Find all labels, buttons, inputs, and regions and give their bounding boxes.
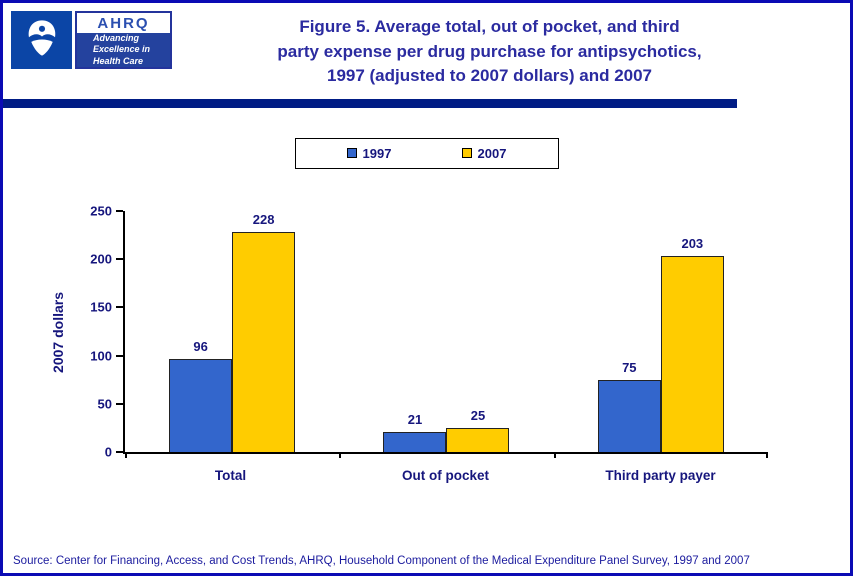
- hhs-eagle-icon: [19, 15, 65, 66]
- ahrq-logo: AHRQ Advancing Excellence in Health Care: [75, 11, 172, 69]
- header-divider-bar: [3, 98, 737, 108]
- figure-title-line: party expense per drug purchase for anti…: [277, 41, 702, 61]
- ahrq-tagline: Advancing Excellence in Health Care: [77, 33, 170, 67]
- y-axis-tick-mark: [116, 402, 123, 405]
- legend-item-1997: 1997: [346, 145, 392, 161]
- bar-value-label: 203: [681, 236, 704, 252]
- bar-group-total: 96 228: [169, 211, 296, 452]
- ahrq-tagline-line: Advancing: [93, 33, 140, 44]
- header: AHRQ Advancing Excellence in Health Care…: [3, 3, 850, 89]
- legend-item-2007: 2007: [461, 145, 507, 161]
- y-axis-tick-mark: [116, 354, 123, 357]
- y-axis-tick-mark: [116, 306, 123, 309]
- y-axis-tick-mark: [116, 258, 123, 261]
- legend-swatch-1997: [346, 148, 357, 159]
- legend-label: 1997: [362, 145, 392, 161]
- logo-group: AHRQ Advancing Excellence in Health Care: [11, 11, 175, 89]
- x-axis-tick-mark: [553, 451, 556, 458]
- y-axis-tick-mark: [116, 209, 123, 212]
- bar-value-label: 25: [470, 407, 486, 423]
- y-axis-tick-label: 200: [90, 251, 112, 267]
- x-axis-tick-mark: [339, 451, 342, 458]
- legend-swatch-2007: [461, 148, 472, 159]
- bar-1997-third-party-payer: 75: [597, 360, 661, 452]
- y-axis-tick-label: 0: [104, 444, 112, 460]
- x-axis-category-label: Third party payer: [605, 467, 716, 483]
- y-axis-tick-mark: [116, 450, 123, 453]
- ahrq-acronym: AHRQ: [97, 14, 150, 32]
- bar-2007-out-of-pocket: 25: [446, 408, 510, 452]
- y-axis-tick-label: 250: [90, 203, 112, 219]
- x-axis-tick-mark: [125, 451, 127, 458]
- figure-title: Figure 5. Average total, out of pocket, …: [175, 11, 840, 89]
- x-axis-labels: Total Out of pocket Third party payer: [123, 468, 768, 483]
- bar-1997-out-of-pocket: 21: [383, 412, 447, 452]
- y-axis-tick-label: 100: [90, 348, 112, 364]
- y-axis-tick-label: 150: [90, 299, 112, 315]
- bar-group-out-of-pocket: 21 25: [383, 211, 510, 452]
- bar-value-label: 96: [193, 339, 208, 355]
- bar-value-label: 228: [252, 212, 275, 228]
- ahrq-tagline-line: Excellence in: [93, 44, 151, 55]
- y-axis-tick-label: 50: [97, 396, 112, 412]
- y-axis-title: 2007 dollars: [50, 291, 66, 373]
- legend-label: 2007: [477, 145, 507, 161]
- bar-group-third-party-payer: 75 203: [597, 211, 724, 452]
- bar-2007-total: 228: [232, 212, 296, 452]
- chart-area: 2007 dollars 0 50 100 150 200 250 96 228 21 25 75 2…: [3, 203, 850, 511]
- y-axis-title-wrap: 2007 dollars: [47, 211, 69, 454]
- ahrq-tagline-line: Health Care: [93, 55, 144, 66]
- figure-title-line: Figure 5. Average total, out of pocket, …: [299, 17, 680, 36]
- figure-title-line: 1997 (adjusted to 2007 dollars) and 2007: [326, 66, 653, 86]
- bar-value-label: 75: [622, 359, 637, 375]
- bar-1997-total: 96: [169, 339, 233, 452]
- plot-area: 0 50 100 150 200 250 96 228 21 25 75 203: [90, 203, 768, 459]
- hhs-logo: [11, 11, 72, 69]
- source-note: Source: Center for Financing, Access, an…: [13, 555, 750, 567]
- bar-value-label: 21: [407, 411, 423, 427]
- x-axis-category-label: Total: [214, 467, 247, 483]
- x-axis-category-label: Out of pocket: [402, 467, 489, 483]
- chart-legend: 1997 2007: [294, 137, 559, 169]
- x-axis-tick-mark: [766, 451, 768, 458]
- bar-2007-third-party-payer: 203: [660, 236, 724, 452]
